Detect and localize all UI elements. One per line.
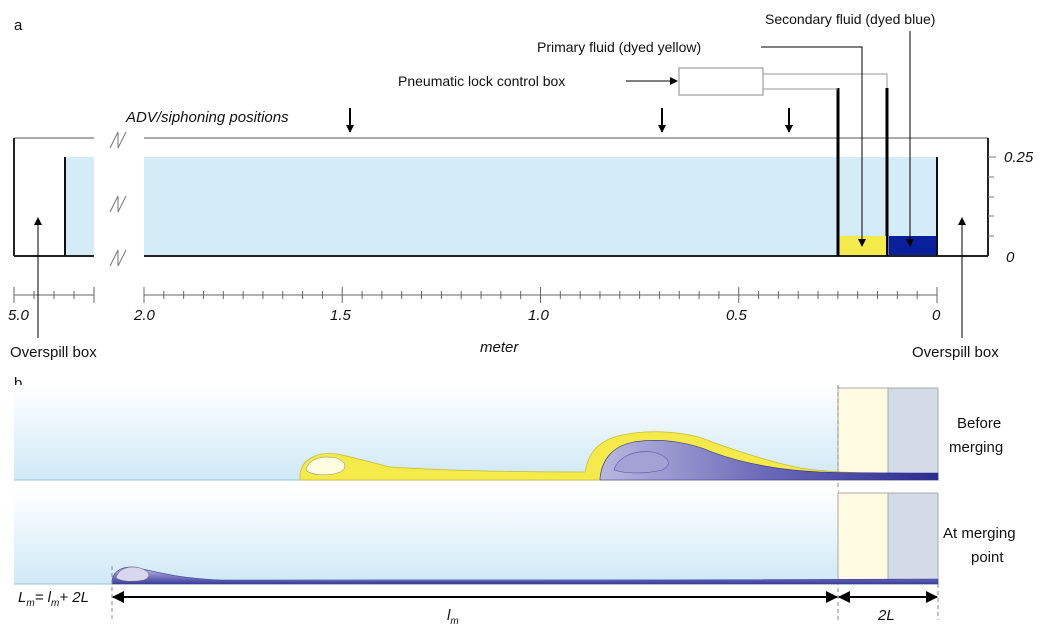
primary-fluid-arrow — [761, 46, 866, 247]
blue-current-before — [599, 440, 939, 481]
overspill-left-label: Overspill box — [10, 344, 97, 361]
panel-a: a Pneumat — [8, 11, 1034, 361]
merged-head-curls — [115, 566, 150, 582]
x-tick-5.0: 5.0 — [8, 307, 30, 324]
before-label-1: Before — [957, 415, 1001, 432]
at-merge-label-1: At merging — [943, 525, 1016, 542]
y-scale — [988, 156, 996, 237]
break-mark-top — [109, 131, 127, 149]
x-major-ticks — [143, 287, 938, 303]
before-lock-blue — [887, 387, 939, 481]
adv-label: ADV/siphoning positions — [125, 109, 289, 126]
panel-a-label: a — [14, 17, 23, 34]
y-tick-0.25: 0.25 — [1004, 149, 1034, 166]
x-tick-1.0: 1.0 — [528, 307, 550, 324]
x-tick-0.5: 0.5 — [726, 307, 748, 324]
axis-title: meter — [480, 339, 519, 356]
at-merge-water — [14, 490, 838, 584]
left-water — [66, 157, 94, 256]
adv-arrows — [346, 108, 793, 133]
control-box-label: Pneumatic lock control box — [398, 73, 565, 89]
at-merge-label-2: point — [971, 549, 1004, 566]
panel-b-label: b — [14, 375, 22, 392]
x-tick-1.5: 1.5 — [330, 307, 352, 324]
primary-fluid-label: Primary fluid (dyed yellow) — [537, 39, 701, 55]
x-tick-0: 0 — [932, 307, 941, 324]
before-lock-yellow — [837, 387, 889, 481]
blue-head-curls — [613, 451, 669, 474]
break-mark-bottom — [109, 249, 127, 267]
secondary-fluid-label: Secondary fluid (dyed blue) — [765, 11, 935, 27]
control-line-1 — [763, 73, 888, 88]
y-tick-0: 0 — [1006, 249, 1015, 266]
overspill-right-label: Overspill box — [912, 344, 999, 361]
yellow-head-curls — [305, 456, 346, 476]
panel-b: b Before merging At merging point Lm= lm… — [14, 375, 1016, 627]
at-merge-lock-yellow — [837, 492, 889, 585]
2L-label: 2L — [877, 607, 895, 624]
secondary-fluid-fill — [889, 236, 936, 255]
lm-label: lm — [447, 607, 459, 627]
break-mark-mid — [109, 195, 127, 213]
x-tick-2.0: 2.0 — [133, 307, 156, 324]
control-box — [678, 67, 764, 96]
main-water — [144, 157, 936, 256]
primary-fluid-fill — [840, 236, 886, 255]
eq-label: Lm= lm+ 2L — [18, 589, 89, 609]
before-label-2: merging — [949, 439, 1003, 456]
at-merge-lock-blue — [887, 492, 939, 585]
